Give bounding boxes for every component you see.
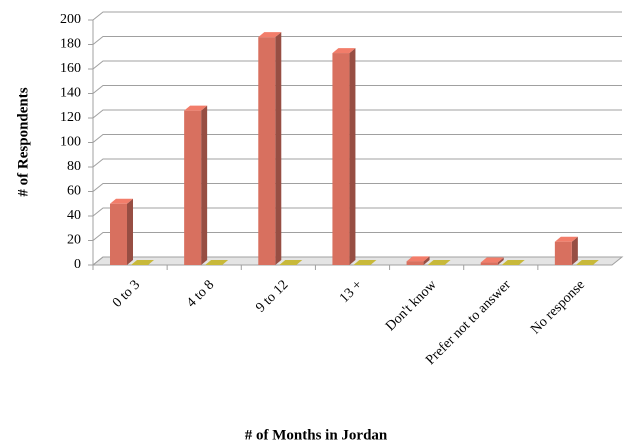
y-tick-label: 180 [60, 37, 81, 52]
y-tick-label: 140 [60, 86, 81, 101]
bar [480, 257, 504, 265]
bar-side [571, 236, 578, 265]
bar-top [406, 256, 430, 262]
bar-top [427, 260, 451, 265]
bar [406, 256, 430, 265]
bar [258, 32, 282, 266]
bar [332, 48, 356, 266]
bar-side [275, 32, 282, 266]
bar-top [184, 105, 208, 111]
bar [554, 236, 578, 265]
y-tick-label: 100 [60, 135, 81, 150]
grid-line [88, 256, 622, 266]
bar-front [332, 53, 350, 266]
bar-front [554, 241, 572, 265]
y-tick-label: 20 [67, 233, 81, 248]
grid-line [88, 207, 622, 217]
x-tick-label: 0 to 3 [110, 277, 143, 310]
bar-side [423, 256, 430, 265]
bar-front [480, 262, 498, 265]
bar-top [258, 32, 282, 38]
bar-top [131, 260, 154, 265]
x-tick-label: Don't know [383, 277, 440, 334]
x-tick-label: No response [528, 277, 588, 337]
bar [353, 260, 377, 265]
bar-top [480, 257, 504, 263]
y-tick-label: 200 [60, 12, 81, 27]
y-tick-label: 80 [67, 159, 81, 174]
y-tick-label: 0 [74, 257, 81, 272]
grid-line [88, 183, 622, 192]
x-tick-label: 13 + [337, 277, 366, 306]
bar [205, 260, 229, 265]
bar [427, 260, 451, 265]
grid-line [88, 109, 622, 119]
y-tick-label: 40 [67, 208, 81, 223]
grid-line [88, 134, 622, 143]
x-tick-label: 4 to 8 [184, 277, 217, 310]
grid-line [88, 85, 622, 94]
grid-line [88, 232, 622, 241]
bar-side [201, 105, 208, 266]
bar-top [332, 48, 356, 54]
bar-top [353, 260, 377, 265]
y-tick-label: 60 [67, 184, 81, 199]
bar-front [110, 203, 127, 265]
bar [110, 198, 133, 265]
bar-front [406, 261, 424, 265]
x-tick-label: 9 to 12 [253, 277, 291, 315]
bar [279, 260, 303, 265]
bar [184, 105, 208, 266]
bar-front [258, 37, 276, 266]
bar-front [184, 110, 202, 266]
grid-line [88, 60, 622, 70]
bar-side [349, 48, 356, 266]
y-tick-label: 160 [60, 61, 81, 76]
bar-side [127, 198, 133, 265]
x-axis-title: # of Months in Jordan [245, 427, 388, 443]
bar-top [501, 260, 525, 265]
grid-line [88, 11, 622, 21]
y-axis-title: # of Respondents [15, 87, 31, 196]
bar [501, 260, 525, 265]
bar-top [554, 236, 578, 242]
bar-top [279, 260, 303, 265]
bar-top [575, 260, 599, 265]
bar [575, 260, 599, 265]
bar [131, 260, 154, 265]
y-tick-label: 120 [60, 110, 81, 125]
bar-top [205, 260, 229, 265]
grid-line [88, 36, 622, 45]
bar-top [110, 198, 133, 204]
bar-side [497, 257, 504, 265]
grid-line [88, 158, 622, 168]
